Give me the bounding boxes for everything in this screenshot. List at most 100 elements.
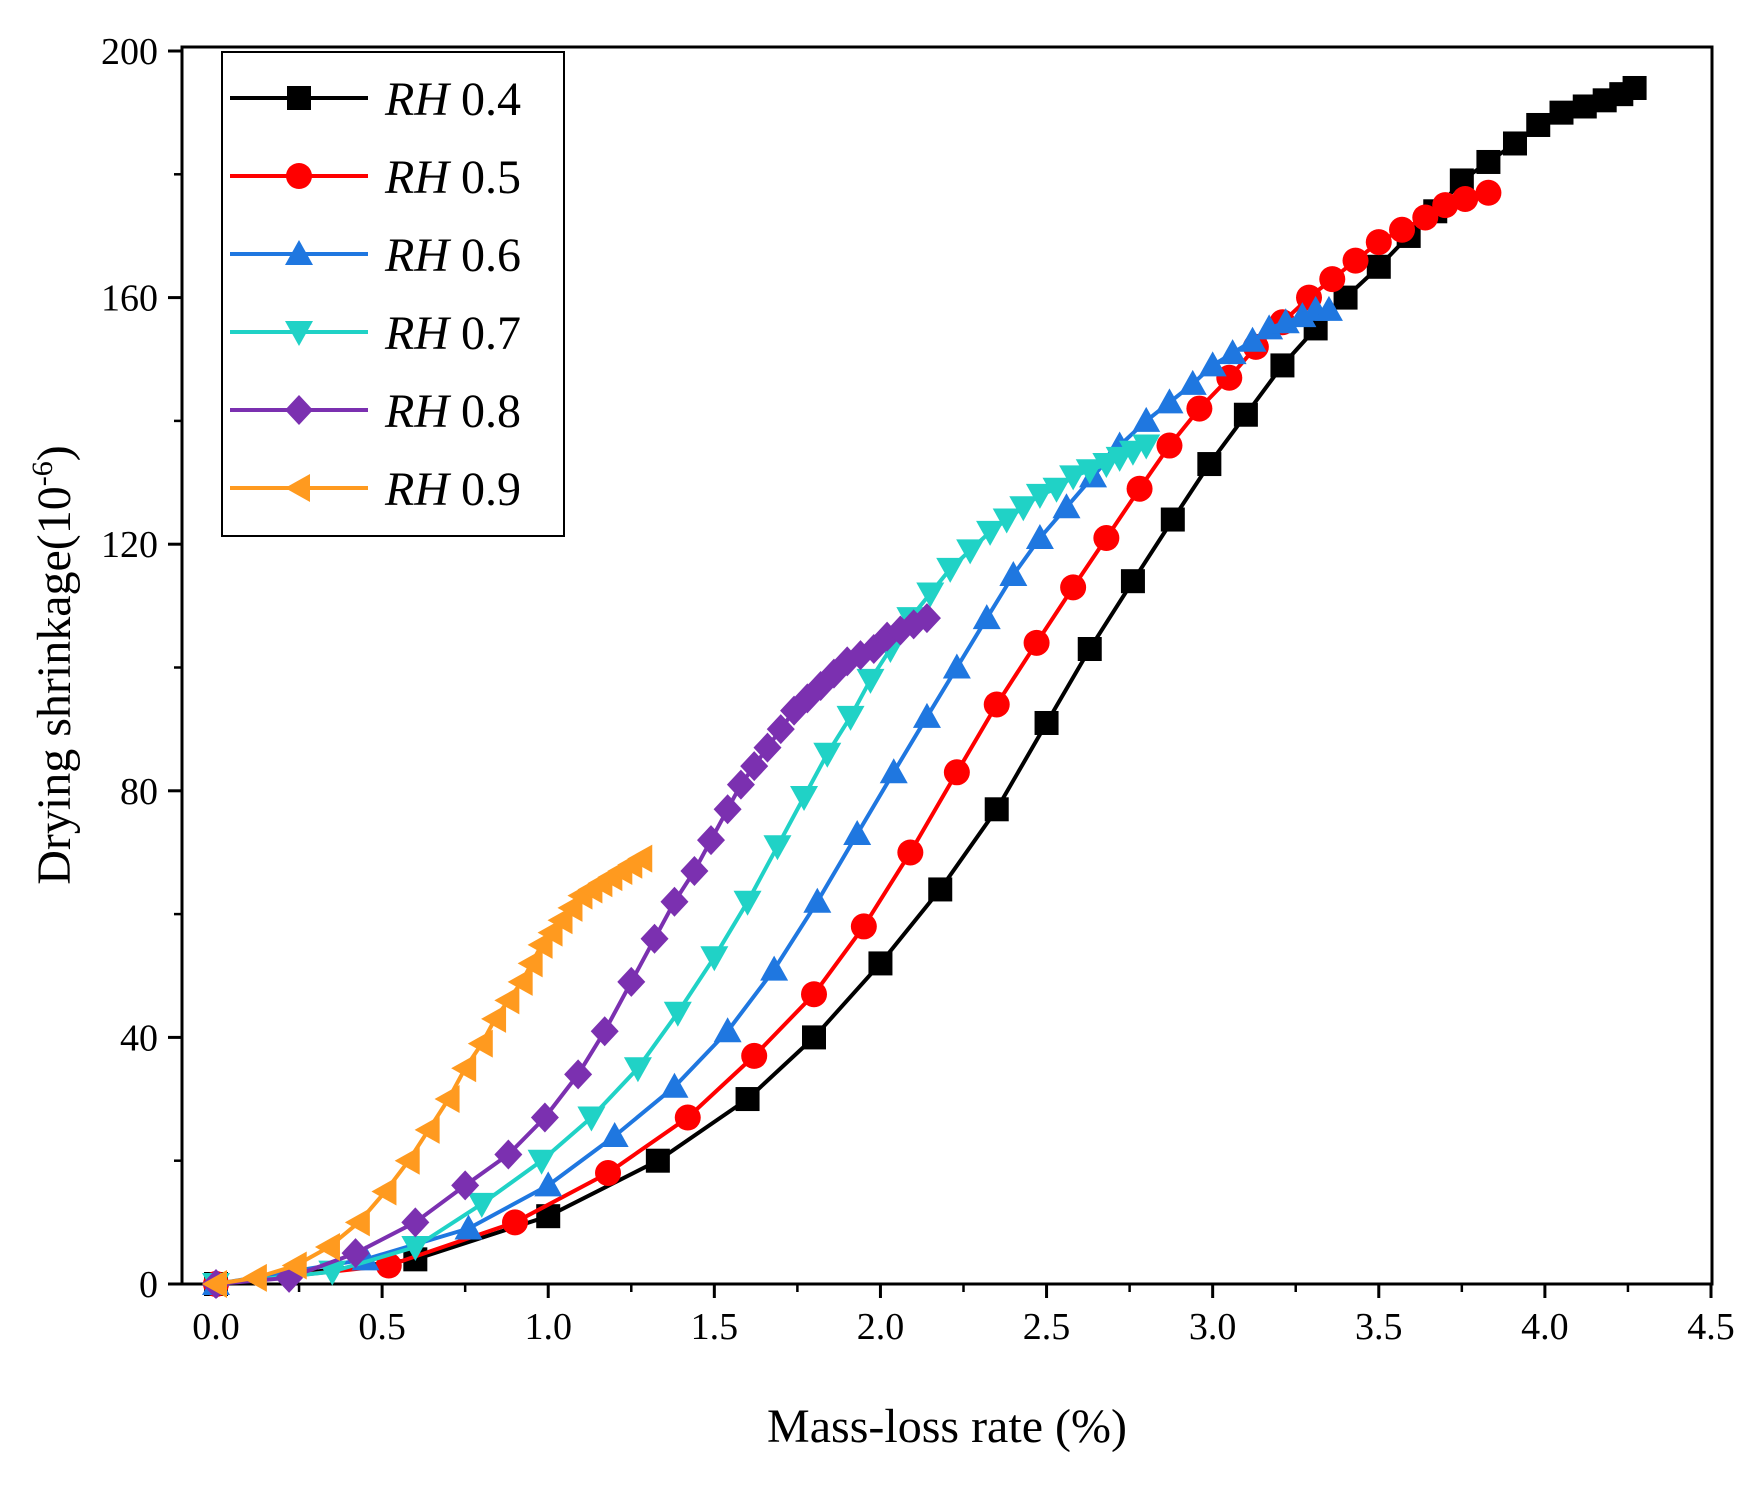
data-point — [740, 751, 769, 782]
data-point — [537, 918, 563, 947]
data-point — [557, 893, 583, 922]
y-tick-label: 160 — [101, 278, 158, 320]
data-point — [645, 1148, 670, 1173]
data-point — [976, 520, 1005, 546]
data-point — [1156, 432, 1183, 459]
x-tick-label: 2.0 — [857, 1306, 905, 1348]
axis-ticks: 0.0 0.5 1.0 1.5 2.0 2.5 3.0 3.5 4.0 4.5 0 40 80 120 16… — [101, 31, 1735, 1348]
data-point — [344, 1208, 370, 1237]
data-point — [1160, 507, 1185, 532]
data-point — [801, 981, 827, 1008]
data-point — [371, 1177, 397, 1206]
data-point — [999, 561, 1028, 587]
x-tick-label: 0.5 — [358, 1306, 406, 1348]
data-series — [202, 75, 1647, 1299]
data-point — [726, 769, 755, 800]
data-point — [1075, 459, 1104, 485]
data-point — [1233, 402, 1258, 427]
data-point — [733, 890, 762, 916]
data-point — [790, 785, 819, 811]
data-point — [564, 1059, 593, 1090]
data-point — [341, 1238, 370, 1269]
data-point — [375, 1252, 402, 1279]
data-point — [502, 1209, 528, 1236]
data-point — [943, 759, 970, 786]
data-point — [1476, 149, 1501, 174]
data-point — [1549, 100, 1574, 125]
data-point — [1412, 204, 1439, 231]
data-point — [680, 855, 709, 886]
data-point — [1009, 496, 1038, 522]
legend-entry: RH 0.6 — [230, 229, 521, 282]
y-tick-label: 120 — [101, 524, 158, 566]
x-tick-label: 0.0 — [192, 1306, 240, 1348]
data-point — [897, 839, 924, 866]
data-point — [1023, 629, 1050, 656]
data-point — [660, 886, 689, 917]
data-point — [1270, 353, 1295, 378]
data-point — [1132, 406, 1161, 432]
legend-entry: RH 0.9 — [230, 463, 521, 516]
data-point — [753, 732, 782, 763]
data-point — [517, 949, 543, 978]
legend-marker — [285, 474, 310, 502]
data-point — [912, 603, 941, 634]
data-point — [983, 691, 1010, 718]
data-point — [467, 1029, 493, 1058]
data-point — [454, 1214, 483, 1240]
data-point — [617, 966, 646, 997]
legend-label: RH 0.7 — [384, 307, 521, 360]
data-point — [640, 923, 669, 954]
series-rh0-9 — [202, 844, 653, 1298]
data-point — [1132, 434, 1161, 460]
data-point — [856, 668, 885, 694]
data-point — [318, 1260, 347, 1286]
data-point — [394, 1146, 420, 1175]
data-point — [1178, 369, 1207, 395]
plot-area-frame — [180, 45, 1714, 1286]
data-point — [836, 705, 865, 731]
data-point — [813, 742, 842, 768]
data-point — [1218, 339, 1247, 365]
legend-marker — [285, 321, 313, 346]
data-point — [451, 1054, 477, 1083]
data-point — [595, 1160, 622, 1187]
data-point — [912, 702, 941, 728]
data-point — [1120, 569, 1145, 594]
data-point — [879, 758, 908, 784]
data-point — [1366, 254, 1391, 279]
data-point — [530, 1102, 559, 1133]
data-point — [741, 1042, 768, 1069]
x-tick-label: 2.5 — [1023, 1306, 1071, 1348]
data-point — [1365, 229, 1392, 256]
data-point — [1034, 710, 1059, 735]
data-point — [434, 1085, 460, 1114]
data-point — [281, 1251, 307, 1280]
legend: RH 0.4 RH 0.5 RH 0.6 RH 0.7 RH 0.8 RH 0.9 — [221, 51, 565, 537]
data-point — [241, 1263, 267, 1292]
data-point — [763, 835, 792, 861]
x-tick-label: 1.5 — [691, 1306, 739, 1348]
data-point — [1186, 395, 1213, 422]
legend-box — [221, 51, 565, 537]
data-point — [1025, 524, 1054, 550]
legend-marker — [285, 395, 313, 425]
series-rh0-6 — [202, 295, 1343, 1295]
data-point — [577, 1106, 606, 1132]
legend-entry: RH 0.7 — [230, 307, 521, 360]
data-point — [1314, 295, 1343, 321]
data-point — [916, 582, 945, 608]
data-point — [1475, 179, 1502, 206]
x-axis-title: Mass-loss rate (%) — [767, 1400, 1127, 1453]
legend-marker — [285, 240, 313, 265]
y-axis-title: Drying shrinkage(10-6) — [26, 445, 81, 885]
data-point — [1622, 75, 1647, 100]
data-point — [992, 508, 1021, 534]
data-point — [1342, 247, 1369, 274]
data-point — [1052, 493, 1081, 519]
data-point — [660, 1072, 689, 1098]
data-point — [1526, 112, 1551, 137]
data-point — [623, 1057, 652, 1083]
data-point — [1077, 637, 1102, 662]
